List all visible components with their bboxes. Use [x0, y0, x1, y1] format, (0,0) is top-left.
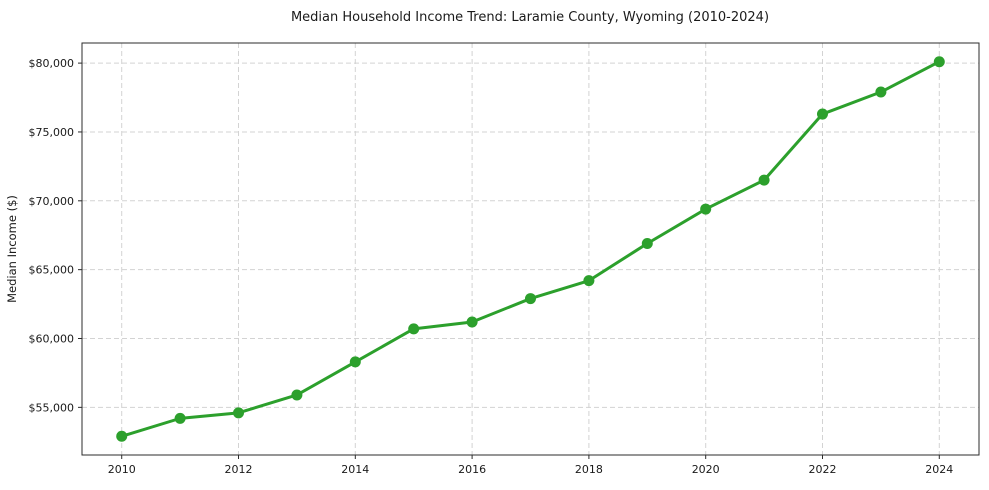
x-axis-tick-label: 2024 — [925, 463, 953, 476]
y-axis-tick-label: $75,000 — [29, 126, 75, 139]
data-point-2012 — [233, 407, 245, 419]
trend-line — [120, 60, 941, 438]
chart-title: Median Household Income Trend: Laramie C… — [291, 10, 769, 25]
data-point-2013 — [291, 389, 303, 401]
data-point-2023 — [875, 86, 887, 98]
data-point-2022 — [816, 108, 828, 120]
plot-area: 2010 2012 2014 2016 2018 2020 2022 2024 $55,000 $… — [29, 42, 980, 476]
y-axis-tick-label: $70,000 — [29, 195, 75, 208]
data-point-2010 — [116, 430, 128, 442]
data-point-2017 — [525, 293, 536, 305]
data-point-2011 — [174, 412, 186, 424]
data-point-2020 — [700, 203, 712, 215]
y-axis-tick-label: $60,000 — [29, 333, 75, 346]
x-axis-tick-label: 2010 — [108, 463, 136, 476]
data-point-2018 — [583, 275, 595, 287]
data-point-2015 — [408, 323, 420, 335]
data-point-2019 — [641, 237, 653, 249]
data-point-2016 — [466, 316, 478, 328]
y-axis-tick-label: $55,000 — [29, 401, 75, 414]
x-axis-tick-label: 2020 — [692, 463, 720, 476]
y-axis-tick-label: $65,000 — [29, 264, 75, 277]
data-point-2021 — [758, 174, 770, 186]
y-axis-tick-label: $80,000 — [29, 57, 75, 70]
plot-border — [81, 42, 980, 456]
y-axis-label: Median Income ($) — [5, 195, 19, 303]
x-axis-tick-label: 2022 — [808, 463, 836, 476]
data-point-2014 — [349, 356, 361, 368]
x-axis-tick-label: 2012 — [225, 463, 253, 476]
x-axis-tick-label: 2016 — [458, 463, 486, 476]
x-axis-tick-label: 2014 — [341, 463, 369, 476]
data-point-2024 — [933, 56, 945, 68]
x-axis-tick-label: 2018 — [575, 463, 603, 476]
